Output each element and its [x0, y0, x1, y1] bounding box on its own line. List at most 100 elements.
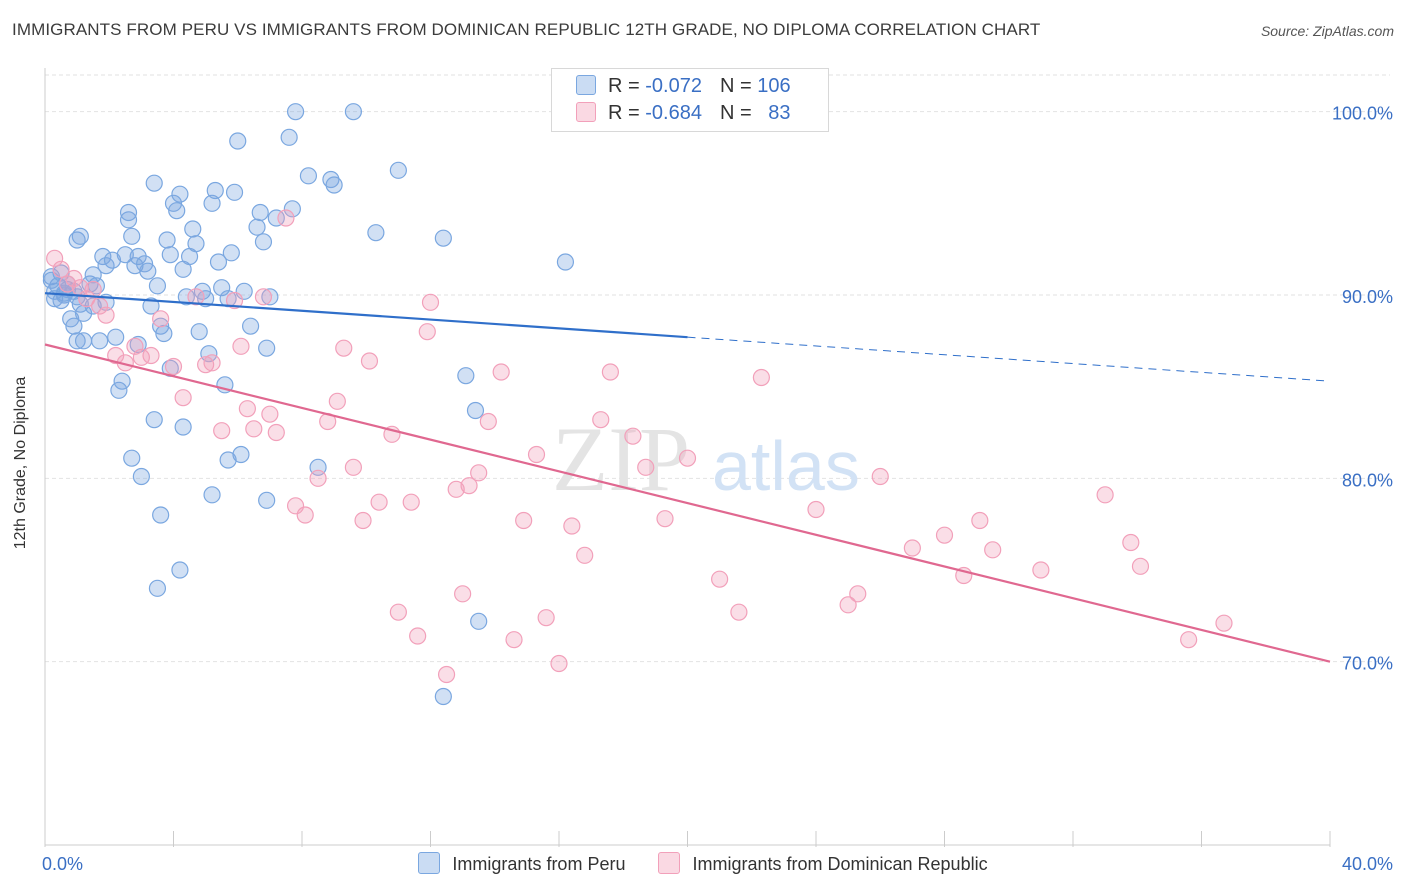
legend-n-value: 83 [768, 102, 791, 124]
peru-point [171, 185, 189, 203]
peru-point [389, 161, 407, 179]
dominican-point [437, 665, 456, 684]
dominican-point [203, 354, 221, 372]
dominican-point [164, 357, 183, 376]
peru-point [116, 246, 134, 264]
peru-point [65, 317, 83, 335]
dominican-point [1122, 533, 1140, 552]
series-peru-points [42, 103, 575, 706]
peru-point [200, 345, 218, 363]
peru-point [145, 411, 163, 429]
peru-point [107, 328, 125, 346]
peru-point [174, 418, 192, 436]
dominican-point [52, 260, 70, 278]
dominican-point [492, 363, 510, 381]
dominican-point [678, 449, 697, 467]
peru-point [190, 323, 208, 341]
peru-point [123, 449, 141, 467]
peru-point [123, 227, 141, 245]
peru-point [161, 246, 179, 264]
dominican-point [592, 411, 610, 429]
legend-r-label: R = [608, 75, 646, 97]
dominican-point [601, 363, 620, 381]
dominican-point [807, 500, 825, 519]
series-legend: Immigrants from Peru Immigrants from Dom… [0, 852, 1406, 875]
dominican-point [389, 603, 407, 621]
legend-row-dominican: R = -0.684 N = 83 [576, 102, 790, 126]
peru-point [203, 486, 221, 504]
dominican-point [418, 323, 436, 341]
tick-labels: 100.0% 90.0% 80.0% 70.0% 0.0% 40.0% [42, 104, 1393, 874]
dominican-point [46, 249, 64, 267]
peru-point [155, 324, 173, 343]
watermark-zip: ZIP [552, 408, 690, 510]
dominican-point [245, 420, 263, 438]
peru-point [132, 467, 150, 486]
dominican-point [409, 627, 427, 645]
dominican-point [849, 585, 867, 603]
peru-point [71, 227, 89, 245]
peru-point [177, 288, 195, 306]
watermark-atlas: atlas [712, 427, 860, 505]
peru-point [466, 401, 485, 420]
peru-point [142, 297, 160, 315]
peru-point [251, 203, 269, 222]
peru-point [94, 247, 112, 266]
dominican-point [225, 291, 244, 310]
dominican-point [360, 352, 379, 370]
dominican-point [454, 585, 472, 603]
dominican-point [402, 493, 420, 511]
peru-point [434, 229, 452, 247]
peru-point [229, 132, 247, 150]
peru-point [209, 253, 228, 271]
peru-point [242, 317, 260, 335]
dominican-point [152, 310, 170, 328]
legend-r-label: R = [608, 102, 646, 124]
dominican-point [187, 288, 205, 306]
dominican-point [97, 306, 115, 324]
peru-point [248, 218, 266, 236]
dominican-point [871, 467, 889, 486]
dominican-point [1180, 631, 1198, 649]
dominican-point [1096, 486, 1114, 504]
peru-point [103, 251, 122, 269]
dominican-point [637, 458, 655, 476]
dominican-point [550, 654, 568, 673]
legend-row-peru: R = -0.072 N = 106 [576, 75, 791, 99]
dominican-point [515, 511, 533, 530]
dominican-point [971, 511, 989, 530]
trend-lines [44, 292, 1331, 663]
peru-point [286, 103, 305, 121]
peru-point [145, 174, 163, 192]
peru-point [139, 262, 157, 280]
peru-point [225, 183, 244, 201]
peru-point [470, 612, 488, 630]
dominican-point [447, 480, 465, 498]
peru-point [222, 244, 240, 262]
peru-point [258, 339, 276, 357]
legend-swatch-peru [418, 852, 441, 874]
peru-point [158, 231, 176, 249]
dominican-point [197, 356, 215, 374]
legend-item-dominican: Immigrants from Dominican Republic [658, 852, 988, 875]
dominican-point [1215, 614, 1233, 632]
y-tick-label: 70.0% [1342, 654, 1393, 674]
dominican-point [296, 506, 314, 524]
peru-point [219, 451, 237, 469]
peru-point [322, 170, 340, 189]
peru-point [206, 181, 224, 200]
peru-point [254, 233, 273, 251]
dominican-point [984, 541, 1002, 559]
dominican-point [1131, 557, 1150, 575]
watermark: ZIP atlas [552, 408, 860, 510]
peru-point [81, 275, 99, 293]
dominican-point [238, 400, 256, 418]
dominican-point [213, 422, 231, 440]
legend-n-label: N = [719, 75, 758, 97]
y-tick-label: 80.0% [1342, 470, 1393, 490]
axes [44, 68, 1331, 847]
dominican-point [839, 596, 857, 614]
dominican-point [527, 445, 546, 464]
dominican-point [752, 368, 770, 387]
peru-point [148, 579, 167, 597]
